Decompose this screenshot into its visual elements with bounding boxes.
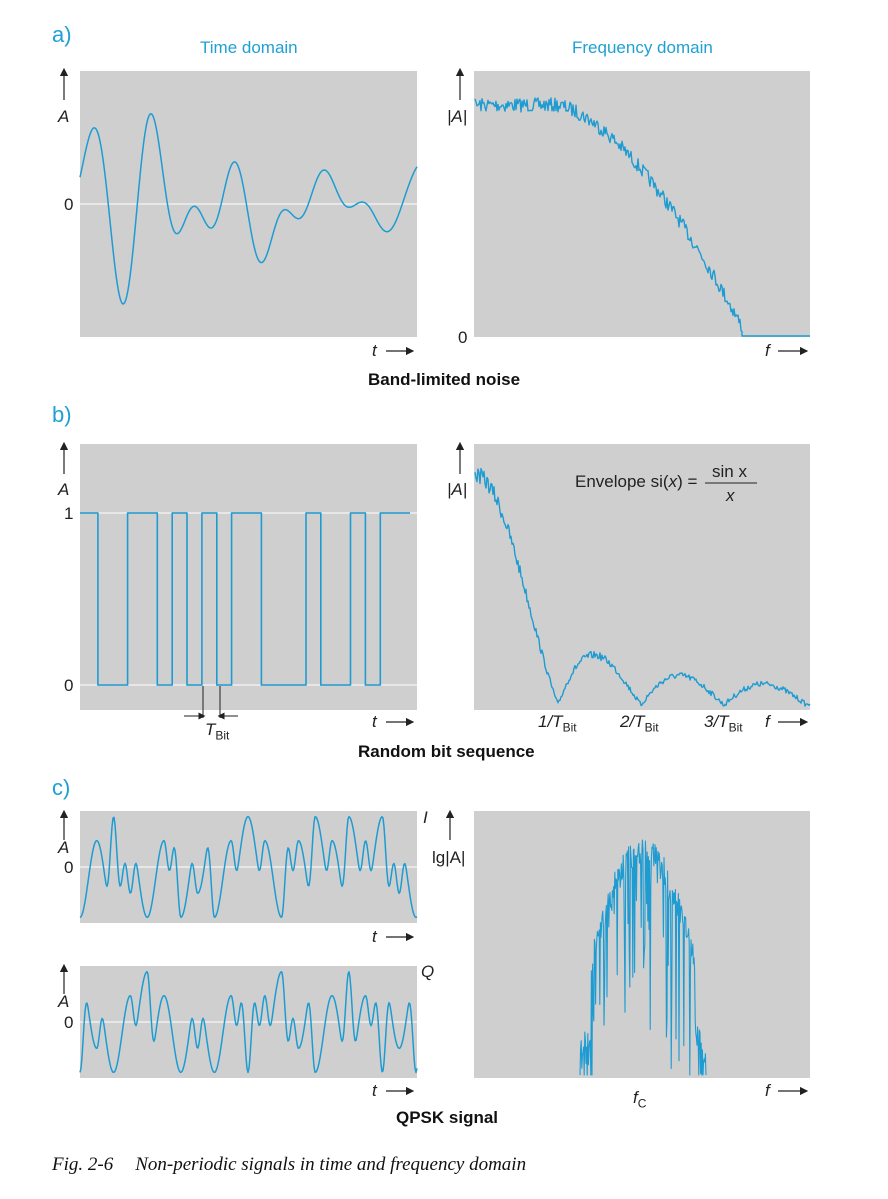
envelope-denominator: x	[726, 486, 735, 505]
amp-label-c-q: A	[58, 992, 70, 1011]
panel-a-freq	[474, 71, 810, 337]
q-label: Q	[421, 962, 435, 981]
t-label-b: t	[372, 712, 377, 731]
f-label-c: f	[765, 1081, 770, 1100]
freq-tick-3: 3/TBit	[704, 712, 743, 735]
i-label: I	[423, 808, 428, 827]
section-b-label: b)	[52, 402, 72, 427]
one-label-b: 1	[64, 504, 74, 523]
section-a-label: a)	[52, 22, 72, 47]
envelope-numerator: sin x	[712, 462, 747, 481]
noise-spectrum-trace	[474, 97, 810, 337]
amp-label-c-i: A	[58, 838, 70, 857]
figure-text: Non-periodic signals in time and frequen…	[135, 1154, 527, 1175]
amp-label-b: A	[58, 480, 70, 499]
section-c-label: c)	[52, 775, 71, 800]
figure-number: Fig. 2-6	[52, 1154, 114, 1175]
lgmag-label-c: lg|A|	[432, 848, 466, 867]
mag-label-b: |A|	[447, 480, 468, 499]
caption-b: Random bit sequence	[358, 742, 535, 761]
f-label-a: f	[765, 341, 770, 360]
figure-caption: Fig. 2-6 Non-periodic signals in time and…	[52, 1154, 526, 1176]
noise-time-trace	[79, 112, 418, 305]
t-label-a: t	[372, 341, 377, 360]
fc-label: fC	[633, 1088, 647, 1111]
frequency-domain-header: Frequency domain	[572, 38, 713, 57]
bit-sequence-trace	[80, 512, 410, 686]
sinc-spectrum-trace	[474, 467, 811, 707]
zero-label-c-i: 0	[64, 858, 74, 877]
qpsk-i-trace	[79, 815, 418, 919]
panel-b-time	[80, 444, 417, 710]
zero-label-c-q: 0	[64, 1013, 74, 1032]
caption-a: Band-limited noise	[368, 370, 521, 389]
envelope-formula: Envelope si(x) =	[575, 472, 698, 491]
qpsk-q-trace	[79, 970, 418, 1074]
mag-label-a: |A|	[447, 107, 468, 126]
t-label-c-i: t	[372, 927, 377, 946]
zero-label-b: 0	[64, 676, 74, 695]
time-domain-header: Time domain	[200, 38, 298, 57]
panel-b-freq	[474, 444, 810, 710]
t-label-c-q: t	[372, 1081, 377, 1100]
freq-tick-2: 2/TBit	[620, 712, 659, 735]
qpsk-spectrum-trace	[579, 839, 707, 1076]
caption-c: QPSK signal	[396, 1108, 499, 1127]
zero-label-a: 0	[64, 195, 74, 214]
freq-tick-1: 1/TBit	[538, 712, 577, 735]
zero-label-a-freq: 0	[458, 328, 468, 347]
tbit-label: TBit	[205, 720, 230, 743]
amp-label-a: A	[58, 107, 70, 126]
f-label-b: f	[765, 712, 770, 731]
